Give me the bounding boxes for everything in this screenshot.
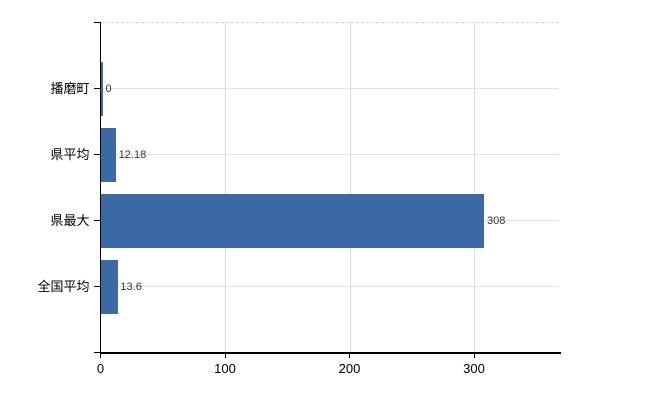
bar: [101, 193, 485, 248]
bar: [101, 61, 103, 116]
x-axis-tick-label: 300: [463, 361, 485, 376]
row-gridline: [100, 154, 559, 155]
bar-value-label: 13.6: [120, 280, 142, 293]
x-axis-tick-label: 200: [338, 361, 361, 376]
row-gridline: [100, 88, 559, 89]
x-axis-line: [99, 352, 561, 354]
x-axis-tick-label: 100: [214, 361, 236, 376]
x-axis-tick: [349, 353, 350, 358]
row-gridline: [100, 286, 559, 287]
y-axis-tick: [93, 220, 101, 221]
x-axis-tick-label: 0: [96, 361, 105, 376]
bar: [101, 259, 118, 314]
x-gridline: [349, 22, 351, 353]
y-axis-line: [99, 22, 101, 353]
y-axis-tick: [93, 88, 101, 89]
y-axis-label: 播磨町: [50, 81, 90, 96]
x-axis-tick: [100, 353, 101, 358]
y-axis-end-tick: [93, 22, 101, 23]
plot-top-border: [100, 22, 559, 23]
bar-value-label: 12.18: [118, 148, 147, 161]
y-axis-tick: [93, 286, 101, 287]
x-gridline: [225, 22, 226, 353]
y-axis-end-tick: [93, 352, 101, 353]
y-axis-label: 全国平均: [37, 279, 90, 294]
x-axis-tick: [224, 353, 226, 358]
x-axis-tick: [473, 353, 475, 358]
bar-value-label: 0: [105, 82, 112, 95]
x-gridline: [474, 22, 475, 353]
y-axis-label: 県最大: [50, 213, 90, 228]
bar: [101, 127, 117, 182]
bar-value-label: 308: [486, 214, 506, 227]
y-axis-tick: [93, 154, 101, 155]
y-axis-label: 県平均: [50, 147, 90, 162]
